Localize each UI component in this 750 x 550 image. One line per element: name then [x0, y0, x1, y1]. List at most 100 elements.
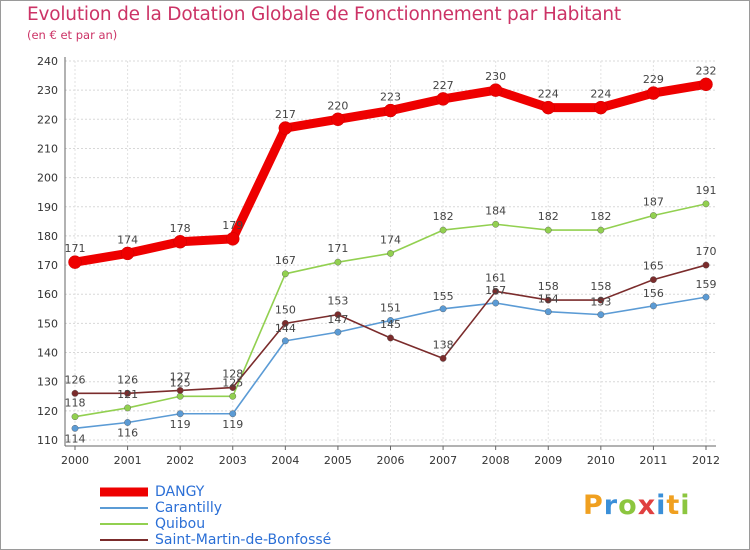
- x-tick-label: 2012: [692, 454, 720, 467]
- data-label: 182: [538, 210, 559, 223]
- data-label: 227: [433, 79, 454, 92]
- data-label: 182: [433, 210, 454, 223]
- data-label: 182: [590, 210, 611, 223]
- y-tick-label: 140: [37, 347, 58, 360]
- data-label: 154: [538, 293, 559, 306]
- data-label: 156: [643, 287, 664, 300]
- x-tick-label: 2006: [377, 454, 405, 467]
- data-label: 138: [433, 338, 454, 351]
- data-label: 157: [485, 284, 506, 297]
- data-point: [334, 311, 342, 319]
- data-point: [439, 226, 447, 234]
- data-point: [492, 299, 500, 307]
- x-tick-label: 2003: [219, 454, 247, 467]
- data-label: 153: [590, 296, 611, 309]
- data-label: 165: [643, 260, 664, 273]
- data-point: [68, 255, 82, 269]
- data-point: [71, 424, 79, 432]
- data-label: 151: [380, 301, 401, 314]
- data-label: 125: [170, 376, 191, 389]
- data-point: [646, 86, 661, 100]
- data-point: [597, 296, 605, 304]
- data-label: 220: [327, 99, 348, 112]
- y-tick-label: 170: [37, 259, 58, 272]
- data-point: [650, 276, 657, 284]
- x-tick-label: 2007: [429, 454, 457, 467]
- data-label: 128: [222, 368, 243, 381]
- data-label: 191: [696, 184, 717, 197]
- legend-swatch: [100, 507, 148, 509]
- data-label: 147: [327, 313, 348, 326]
- data-point: [334, 258, 342, 266]
- data-label: 171: [65, 242, 86, 255]
- data-point: [492, 287, 500, 295]
- data-label: 119: [222, 418, 243, 431]
- data-label: 150: [275, 303, 296, 316]
- data-point: [544, 296, 552, 304]
- y-tick-label: 220: [37, 113, 58, 126]
- data-point: [229, 392, 237, 400]
- legend-swatch: [100, 523, 148, 525]
- data-point: [334, 328, 342, 336]
- x-tick-label: 2002: [166, 454, 194, 467]
- legend-item-quibou[interactable]: Quibou: [100, 516, 331, 532]
- x-tick-label: 2000: [61, 454, 89, 467]
- y-tick-label: 180: [37, 230, 58, 243]
- legend-item-dangy[interactable]: DANGY: [100, 484, 331, 500]
- data-label: 144: [275, 322, 296, 335]
- legend: DANGY Carantilly Quibou Saint-Martin-de-…: [100, 484, 331, 548]
- legend-label: Quibou: [155, 516, 206, 532]
- x-tick-label: 2005: [324, 454, 352, 467]
- logo-letter: x: [637, 490, 657, 521]
- data-label: 161: [485, 271, 506, 284]
- data-point: [387, 317, 394, 324]
- x-tick-label: 2001: [114, 454, 142, 467]
- y-tick-label: 150: [37, 317, 58, 330]
- y-tick-label: 190: [37, 201, 58, 214]
- data-point: [278, 121, 293, 135]
- data-point: [702, 261, 710, 269]
- proxiti-logo: Proxiti: [583, 490, 691, 521]
- legend-label: Carantilly: [155, 500, 223, 516]
- data-label: 126: [65, 373, 86, 386]
- data-point: [544, 308, 552, 316]
- data-label: 217: [275, 108, 296, 121]
- data-label: 224: [538, 88, 559, 101]
- logo-letter: o: [618, 490, 638, 521]
- data-point: [281, 337, 289, 345]
- data-label: 187: [643, 196, 664, 209]
- data-label: 184: [485, 204, 506, 217]
- data-label: 224: [590, 88, 611, 101]
- data-point: [120, 246, 135, 261]
- y-tick-label: 200: [37, 172, 58, 185]
- data-point: [650, 212, 657, 219]
- legend-label: Saint-Martin-de-Bonfossé: [155, 532, 332, 548]
- x-tick-label: 2008: [482, 454, 510, 467]
- data-label: 119: [170, 418, 191, 431]
- logo-letter: r: [603, 490, 619, 521]
- data-label: 158: [590, 280, 611, 293]
- data-label: 170: [696, 245, 717, 258]
- data-point: [383, 103, 398, 118]
- data-label: 174: [117, 233, 138, 246]
- data-point: [124, 389, 131, 397]
- data-label: 158: [538, 280, 559, 293]
- legend-item-carantilly[interactable]: Carantilly: [100, 500, 331, 516]
- logo-letter: i: [680, 490, 691, 521]
- data-label: 178: [170, 222, 191, 235]
- data-point: [229, 384, 237, 391]
- data-point: [331, 112, 345, 127]
- data-point: [173, 235, 187, 249]
- legend-label: DANGY: [155, 484, 205, 500]
- data-label: 125: [222, 376, 243, 389]
- legend-item-saint-martin[interactable]: Saint-Martin-de-Bonfossé: [100, 532, 331, 548]
- data-point: [492, 220, 500, 228]
- data-point: [71, 413, 79, 421]
- chart-subtitle: (en € et par an): [27, 28, 118, 42]
- y-tick-label: 240: [37, 55, 58, 68]
- data-point: [176, 392, 184, 400]
- data-label: 127: [170, 370, 191, 383]
- legend-swatch: [100, 487, 148, 497]
- y-tick-label: 120: [37, 405, 58, 418]
